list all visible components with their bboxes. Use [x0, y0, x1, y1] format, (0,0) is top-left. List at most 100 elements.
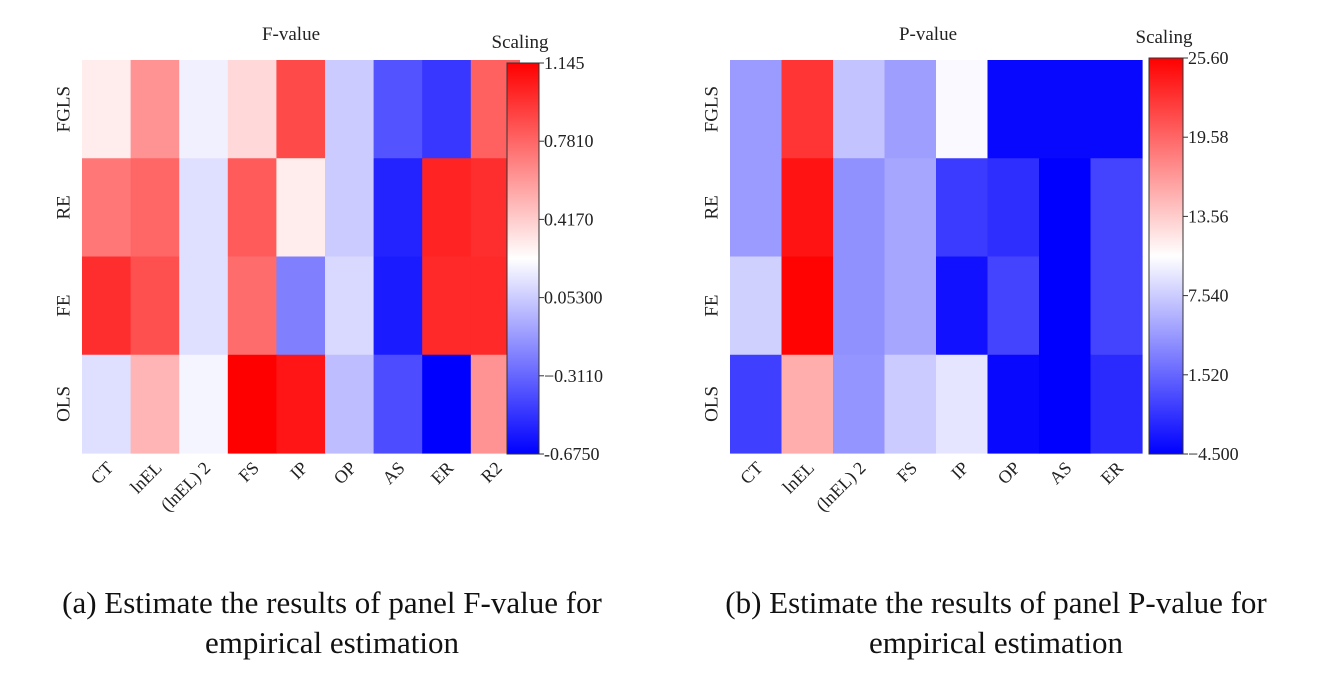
heatmap-cell	[987, 354, 1040, 454]
heatmap-cell	[936, 60, 989, 159]
colorbar-tick-label: 1.520	[1188, 365, 1229, 385]
colorbar-tick-label: 0.4170	[544, 209, 594, 229]
heatmap-cell	[130, 60, 180, 159]
heatmap-cell	[833, 60, 886, 159]
column-tick-label: lnEL	[778, 458, 818, 498]
heatmap-cell	[1090, 158, 1143, 258]
heatmap-cell	[82, 158, 132, 258]
colorbar-tick-label: −4.500	[1188, 444, 1239, 464]
colorbar-tick-label: 19.58	[1188, 127, 1229, 147]
heatmap-cell	[936, 158, 989, 258]
caption-a-line1: (a) Estimate the results of panel F-valu…	[62, 585, 602, 620]
caption-panel-b: (b) Estimate the results of panel P-valu…	[664, 583, 1328, 663]
heatmap-cell	[276, 60, 326, 159]
chart-title: P-value	[899, 24, 957, 45]
column-tick-label: (lnEL) 2	[157, 458, 215, 516]
heatmap-cell	[373, 60, 423, 159]
heatmap-cell	[325, 354, 375, 454]
colorbar-tick-label: −0.3110	[544, 366, 603, 386]
column-tick-label: (lnEL) 2	[812, 458, 870, 516]
panel-b: P-value FGLS RE FE OLS CT lnEL(lnEL) 2 FS IP OP AS…	[702, 24, 1239, 516]
heatmap-cell	[227, 60, 277, 159]
heatmap-cell	[781, 60, 834, 159]
heatmap-cell	[884, 256, 937, 356]
caption-b-line2: empirical estimation	[869, 625, 1123, 660]
heatmap-cell	[179, 354, 229, 454]
heatmap-cell	[730, 158, 783, 258]
heatmap-cell	[1039, 158, 1092, 258]
heatmap-cell	[422, 256, 472, 356]
heatmap-cell	[373, 256, 423, 356]
column-tick-label: R2	[477, 458, 506, 487]
colorbar-tick-label: 25.60	[1188, 48, 1229, 68]
column-tick-label: ER	[427, 458, 457, 488]
heatmap-cell	[781, 354, 834, 454]
column-tick-label: CT	[87, 458, 117, 488]
heatmap-cell	[130, 158, 180, 258]
colorbar-tick-label: 0.05300	[544, 288, 603, 308]
heatmap-cell	[422, 60, 472, 159]
column-tick-label: AS	[1045, 458, 1075, 488]
column-tick-label: ER	[1097, 458, 1127, 488]
heatmap-cell	[325, 256, 375, 356]
heatmap-cell	[884, 354, 937, 454]
column-tick-label: OP	[330, 458, 360, 488]
column-tick-label: FS	[235, 458, 263, 486]
column-tick-label: IP	[947, 458, 972, 483]
column-tick-label: OP	[994, 458, 1024, 488]
colorbar-tick-label: 1.145	[544, 53, 585, 73]
heatmap-cell	[422, 354, 472, 454]
heatmap-cell	[227, 256, 277, 356]
heatmap-cell	[422, 158, 472, 258]
heatmap-cell	[373, 158, 423, 258]
heatmap-cell	[1039, 256, 1092, 356]
heatmap-cell	[936, 354, 989, 454]
column-tick-label: lnEL	[126, 458, 166, 498]
heatmap-cell	[1039, 60, 1092, 159]
colorbar-tick-label: 0.7810	[544, 131, 594, 151]
row-tick-label: FE	[702, 295, 723, 317]
heatmap-cell	[884, 60, 937, 159]
heatmap-cell	[1039, 354, 1092, 454]
heatmap-cell	[833, 354, 886, 454]
heatmap-cell	[130, 256, 180, 356]
row-tick-label: FGLS	[54, 86, 75, 132]
heatmap-cell	[1090, 354, 1143, 454]
heatmap-cell	[276, 158, 326, 258]
heatmap-cell	[936, 256, 989, 356]
row-tick-label: OLS	[54, 386, 75, 422]
row-tick-label: RE	[702, 195, 723, 219]
heatmap-cell	[730, 60, 783, 159]
heatmap-cell	[325, 158, 375, 258]
row-tick-label: RE	[54, 195, 75, 219]
heatmap-cell	[227, 158, 277, 258]
heatmap-cell	[833, 256, 886, 356]
row-tick-label: FE	[54, 295, 75, 317]
heatmap-cell	[179, 158, 229, 258]
heatmap-cell	[325, 60, 375, 159]
heatmap-cell	[987, 256, 1040, 356]
heatmap-cell	[276, 256, 326, 356]
column-tick-label: CT	[736, 458, 766, 488]
caption-panel-a: (a) Estimate the results of panel F-valu…	[0, 583, 664, 663]
colorbar-title: Scaling	[492, 32, 549, 53]
heatmap-cell	[1090, 256, 1143, 356]
colorbar	[1148, 57, 1184, 455]
heatmap-cell	[82, 354, 132, 454]
heatmap-cell	[82, 60, 132, 159]
heatmap-cell	[730, 256, 783, 356]
heatmap-cell	[82, 256, 132, 356]
heatmap-cell	[987, 158, 1040, 258]
heatmap-cell	[227, 354, 277, 454]
heatmap-cell	[884, 158, 937, 258]
caption-b-line1: (b) Estimate the results of panel P-valu…	[725, 585, 1267, 620]
row-tick-label: FGLS	[702, 86, 723, 132]
colorbar-tick-label: -0.6750	[544, 444, 600, 464]
caption-a-line2: empirical estimation	[205, 625, 459, 660]
colorbar-tick-label: 7.540	[1188, 286, 1229, 306]
column-tick-label: FS	[893, 458, 921, 486]
column-tick-label: IP	[286, 458, 311, 483]
heatmap-cell	[1090, 60, 1143, 159]
